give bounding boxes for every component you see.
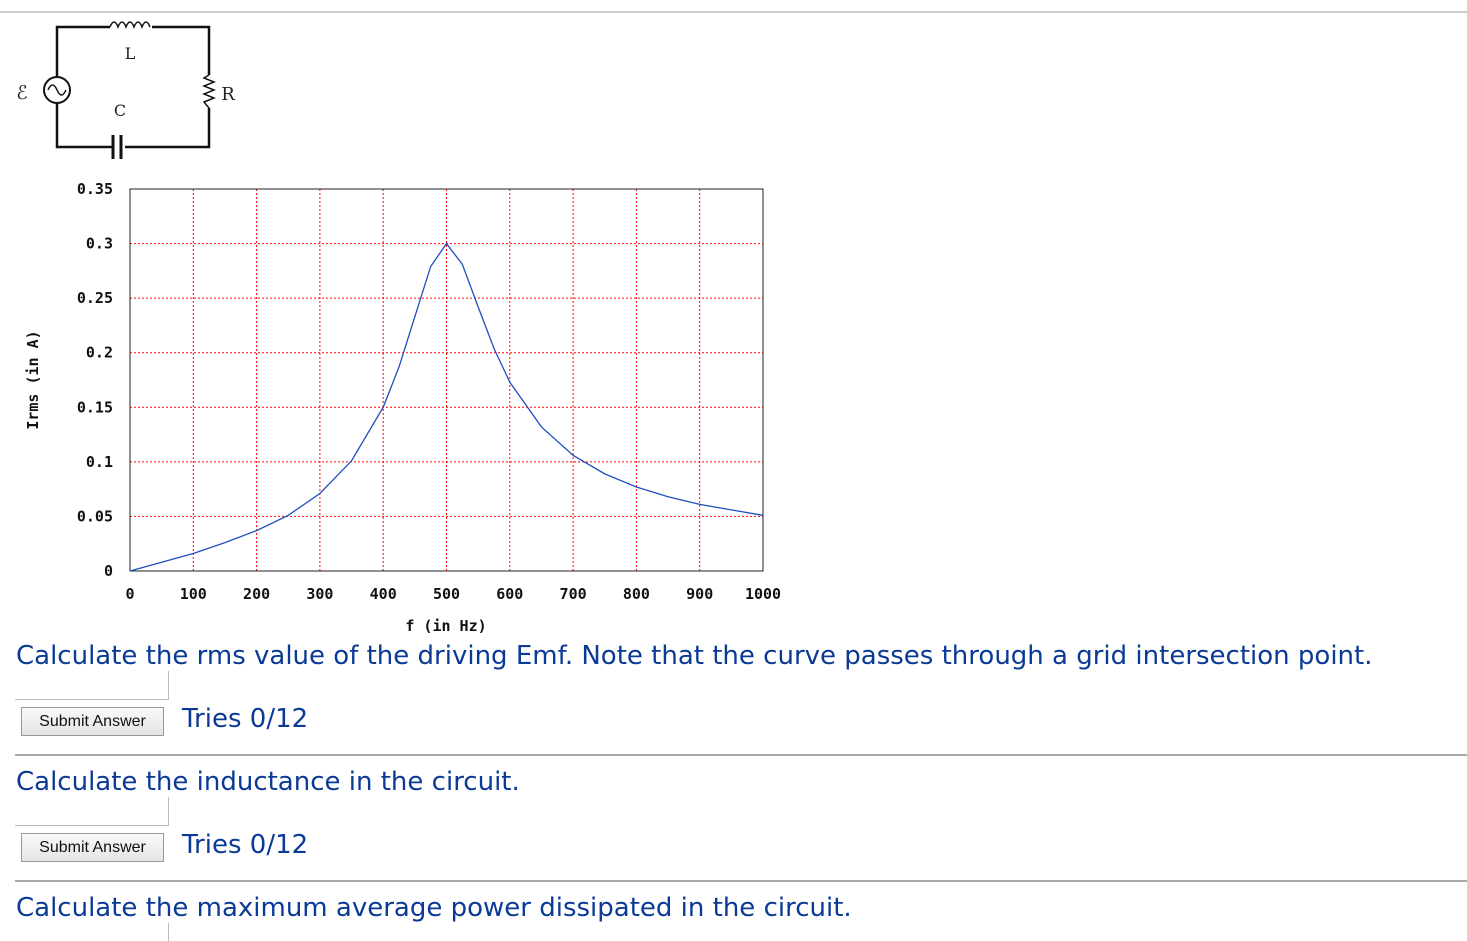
circuit-diagram [43, 21, 217, 159]
data-line [129, 242, 764, 572]
submit-button[interactable]: Submit Answer [21, 707, 164, 736]
y-tick-label: 0 [104, 562, 113, 580]
answer-input[interactable] [15, 923, 169, 941]
y-tick-label: 0.1 [86, 453, 113, 471]
x-tick-label: 0 [125, 585, 134, 603]
submit-button[interactable]: Submit Answer [21, 833, 164, 862]
y-tick-label: 0.15 [77, 398, 113, 416]
y-tick-label: 0.25 [77, 289, 113, 307]
answer-input[interactable] [15, 797, 169, 826]
separator [15, 754, 1467, 756]
x-tick-label: 800 [623, 585, 650, 603]
question-text: Calculate the maximum average power diss… [16, 893, 852, 923]
x-tick-label: 700 [560, 585, 587, 603]
tries-counter: Tries 0/12 [182, 704, 309, 734]
x-tick-label: 100 [180, 585, 207, 603]
separator [15, 880, 1467, 882]
question-text: Calculate the rms value of the driving E… [16, 641, 1373, 671]
x-tick-label: 400 [370, 585, 397, 603]
y-tick-label: 0.2 [86, 344, 113, 362]
x-axis-label: f (in Hz) [405, 617, 486, 635]
plot-frame [129, 188, 764, 572]
y-tick-label: 0.05 [77, 507, 113, 525]
tries-counter: Tries 0/12 [182, 830, 309, 860]
top-border [0, 11, 1467, 13]
x-tick-label: 900 [686, 585, 713, 603]
x-tick-label: 500 [433, 585, 460, 603]
emf-label: ℰ [16, 82, 28, 104]
question-text: Calculate the inductance in the circuit. [16, 767, 520, 797]
inductor-label: L [125, 44, 136, 63]
capacitor-label: C [114, 101, 126, 120]
x-tick-label: 600 [496, 585, 523, 603]
x-tick-label: 200 [243, 585, 270, 603]
y-tick-label: 0.3 [86, 235, 113, 253]
figure: ℰ L C R 0 100 200 300 400 500 600 700 800 900 1000… [16, 21, 781, 635]
resistor-label: R [221, 84, 235, 105]
answer-input[interactable] [15, 671, 169, 700]
x-tick-label: 300 [306, 585, 333, 603]
x-tick-label: 1000 [745, 585, 781, 603]
chart: 0 100 200 300 400 500 600 700 800 900 1000 0 0.05 0.1… [77, 180, 781, 603]
y-tick-label: 0.35 [77, 180, 113, 198]
y-axis-label: Irms (in A) [24, 330, 42, 429]
